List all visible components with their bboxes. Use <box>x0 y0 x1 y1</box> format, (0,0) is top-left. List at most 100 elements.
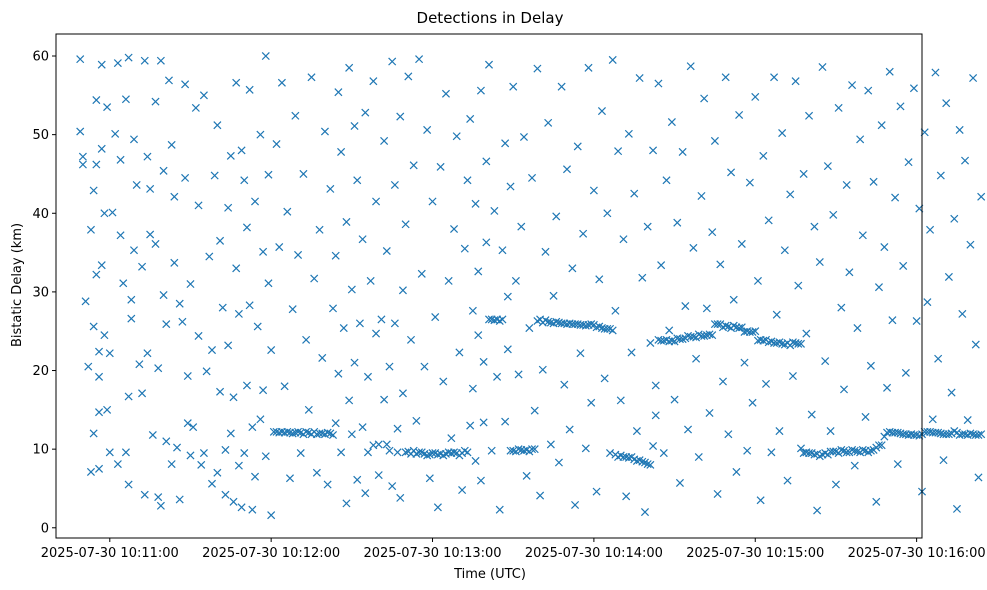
data-point <box>509 446 518 455</box>
data-point <box>501 139 510 148</box>
data-point <box>842 448 851 457</box>
data-point <box>823 162 832 171</box>
data-point <box>183 419 192 428</box>
data-point <box>554 458 563 467</box>
data-point <box>245 301 254 310</box>
data-point <box>931 68 940 77</box>
data-point <box>509 82 518 91</box>
data-point <box>587 398 596 407</box>
data-point <box>253 322 262 331</box>
data-point <box>482 157 491 166</box>
data-point <box>350 121 359 131</box>
data-point <box>568 264 577 273</box>
data-point <box>557 82 566 91</box>
data-point <box>850 446 859 455</box>
data-point <box>353 176 362 185</box>
data-point <box>831 480 840 489</box>
data-point <box>256 130 265 139</box>
data-point <box>713 320 722 329</box>
data-point <box>307 73 316 82</box>
data-point <box>813 506 822 515</box>
data-point <box>503 292 512 301</box>
data-point <box>640 508 650 517</box>
data-point <box>358 235 367 244</box>
data-point <box>614 147 623 156</box>
data-point <box>382 440 391 449</box>
data-point <box>127 314 136 323</box>
data-point <box>345 396 354 405</box>
data-point <box>103 405 112 414</box>
data-point <box>549 291 558 300</box>
data-point <box>947 388 956 397</box>
data-point <box>778 129 787 138</box>
data-point <box>503 345 512 354</box>
data-point <box>737 239 746 248</box>
data-point <box>267 511 276 520</box>
data-point <box>603 209 612 218</box>
data-point <box>328 430 338 440</box>
data-point <box>848 81 857 90</box>
data-point <box>721 321 730 330</box>
data-point <box>934 428 943 437</box>
data-point <box>159 166 168 175</box>
data-point <box>302 335 311 344</box>
data-point <box>770 73 779 82</box>
data-point <box>92 96 101 105</box>
data-point <box>476 476 485 485</box>
data-point <box>205 252 214 261</box>
data-point <box>374 471 383 480</box>
data-point <box>944 272 953 281</box>
data-point <box>337 147 346 156</box>
data-point <box>363 372 372 381</box>
data-point <box>649 146 658 155</box>
data-point <box>191 103 200 112</box>
data-point <box>175 495 184 504</box>
data-point <box>952 504 961 513</box>
data-point <box>328 304 338 313</box>
data-point <box>471 456 480 465</box>
data-point <box>210 171 219 180</box>
data-point <box>858 231 867 240</box>
data-point <box>673 218 682 227</box>
data-point <box>487 446 496 455</box>
data-point <box>600 374 609 383</box>
data-point <box>390 319 399 328</box>
data-point <box>202 367 211 376</box>
data-point <box>89 322 98 331</box>
data-point <box>103 103 112 112</box>
data-point <box>396 493 405 502</box>
data-point <box>382 246 391 256</box>
data-point <box>842 180 851 189</box>
data-point <box>786 190 795 199</box>
data-point <box>86 467 95 476</box>
data-point <box>912 316 921 326</box>
data-point <box>622 492 631 501</box>
data-point <box>864 86 873 95</box>
data-point <box>240 449 249 458</box>
data-point <box>95 347 104 356</box>
data-point <box>589 186 598 195</box>
data-point <box>759 151 768 160</box>
data-point <box>458 486 467 495</box>
data-point <box>132 180 141 189</box>
data-point <box>347 285 356 294</box>
data-point <box>514 445 523 454</box>
data-point <box>818 62 827 72</box>
data-point <box>181 80 190 89</box>
data-point <box>248 423 257 432</box>
data-point <box>167 140 176 149</box>
data-point <box>675 478 684 487</box>
x-tick-label: 2025-07-30 10:12:00 <box>202 546 340 561</box>
data-point <box>261 51 270 61</box>
data-point <box>721 73 730 82</box>
data-point <box>735 110 744 120</box>
data-point <box>331 419 340 428</box>
data-point <box>363 448 372 457</box>
data-point <box>573 142 582 151</box>
data-point <box>659 449 668 458</box>
data-point <box>805 111 814 120</box>
data-point <box>385 446 394 455</box>
data-point <box>151 97 160 106</box>
data-point <box>447 434 456 443</box>
y-tick-label: 30 <box>32 285 49 300</box>
